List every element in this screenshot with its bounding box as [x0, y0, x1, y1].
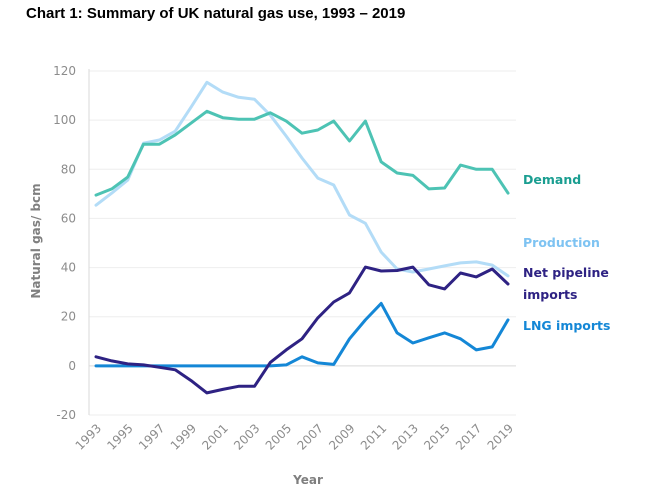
x-tick-label: 1997 — [136, 421, 167, 452]
gridlines — [89, 70, 516, 416]
y-tick-labels: -20 0 20 40 60 80 100 120 — [53, 64, 76, 422]
x-tick-label: 1999 — [168, 421, 199, 452]
y-tick-label: 0 — [68, 359, 76, 373]
x-tick-label: 2001 — [199, 421, 230, 452]
legend-label-demand: Demand — [523, 172, 581, 187]
x-tick-label: 2009 — [326, 421, 357, 452]
x-tick-label: 2011 — [358, 421, 389, 452]
x-tick-label: 1993 — [73, 421, 104, 452]
chart-title: Chart 1: Summary of UK natural gas use, … — [26, 5, 406, 22]
series-line-demand — [94, 109, 510, 197]
x-tick-label: 2013 — [390, 421, 421, 452]
x-tick-label: 1995 — [104, 421, 135, 452]
y-tick-label: 120 — [53, 64, 76, 78]
y-axis-label: Natural gas/ bcm — [29, 183, 43, 298]
series-lines — [94, 80, 510, 395]
y-tick-label: 40 — [61, 261, 76, 275]
legend-label-lng-imports: LNG imports — [523, 318, 610, 333]
y-tick-label: 80 — [61, 162, 76, 176]
series-line-lng-imports — [94, 301, 510, 368]
legend-label-net-pipeline-imports: Net pipeline imports — [523, 265, 609, 302]
x-axis-label: Year — [292, 473, 323, 487]
x-tick-label: 2017 — [453, 421, 484, 452]
legend-label-production: Production — [523, 235, 600, 250]
x-tick-label: 2015 — [421, 421, 452, 452]
y-tick-label: 60 — [61, 211, 76, 225]
x-tick-labels: 1993 1995 1997 1999 2001 2003 2005 2007 2009 2011… — [73, 421, 516, 452]
x-tick-label: 2005 — [263, 421, 294, 452]
x-tick-label: 2003 — [231, 421, 262, 452]
legend: Demand Production Net pipeline imports LNG i… — [523, 172, 610, 333]
x-tick-label: 2007 — [294, 421, 325, 452]
series-line-net-pipeline-imports — [94, 265, 510, 395]
y-tick-label: 20 — [61, 310, 76, 324]
series-line-production — [94, 80, 510, 278]
y-tick-label: -20 — [56, 408, 76, 422]
y-tick-label: 100 — [53, 113, 76, 127]
x-tick-label: 2019 — [485, 421, 516, 452]
